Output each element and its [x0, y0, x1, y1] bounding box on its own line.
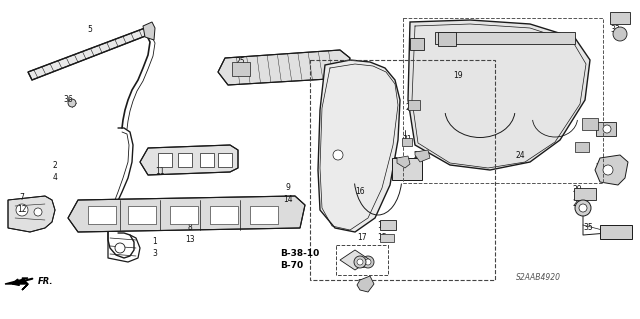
Text: 33: 33 — [610, 26, 620, 34]
Text: 15: 15 — [377, 233, 387, 241]
Circle shape — [579, 204, 587, 212]
Text: 4: 4 — [52, 174, 58, 182]
Text: 28: 28 — [572, 199, 582, 209]
Text: 3: 3 — [152, 249, 157, 257]
Bar — [596, 122, 616, 136]
Text: 6: 6 — [166, 155, 170, 165]
Text: 24: 24 — [515, 151, 525, 160]
Bar — [610, 12, 630, 24]
Bar — [575, 142, 589, 152]
Text: 21: 21 — [405, 103, 415, 113]
Polygon shape — [318, 60, 400, 232]
Circle shape — [357, 259, 363, 265]
Circle shape — [354, 256, 366, 268]
Text: 31: 31 — [402, 136, 412, 145]
Text: 9: 9 — [285, 183, 291, 192]
Text: 16: 16 — [355, 188, 365, 197]
Circle shape — [613, 27, 627, 41]
Text: 34: 34 — [405, 174, 415, 182]
Bar — [310, 60, 495, 280]
Bar — [600, 225, 632, 239]
Bar — [574, 188, 596, 200]
Polygon shape — [140, 145, 238, 175]
Text: 22: 22 — [595, 164, 605, 173]
Text: 14: 14 — [283, 196, 293, 204]
Bar — [218, 153, 232, 167]
Text: 20: 20 — [435, 33, 445, 42]
Circle shape — [575, 200, 591, 216]
Bar — [408, 100, 420, 110]
Bar — [250, 206, 278, 224]
Bar — [200, 153, 214, 167]
Bar — [403, 18, 603, 183]
Text: 32: 32 — [610, 13, 620, 23]
Bar — [380, 234, 394, 242]
Polygon shape — [5, 278, 28, 290]
Polygon shape — [8, 196, 55, 232]
Text: B-70: B-70 — [280, 262, 303, 271]
Text: 30: 30 — [357, 279, 367, 288]
Bar — [128, 206, 156, 224]
Text: 23: 23 — [593, 123, 603, 132]
Circle shape — [115, 243, 125, 253]
Polygon shape — [28, 28, 148, 80]
Circle shape — [68, 99, 76, 107]
Text: 8: 8 — [188, 224, 193, 233]
Text: 18: 18 — [410, 41, 420, 49]
Text: 36: 36 — [63, 95, 73, 105]
Bar — [582, 118, 598, 130]
Polygon shape — [340, 250, 370, 270]
Bar — [88, 206, 116, 224]
Text: 12: 12 — [17, 205, 27, 214]
Text: 27: 27 — [413, 151, 423, 160]
Bar — [158, 153, 172, 167]
Text: 35: 35 — [583, 224, 593, 233]
Text: 19: 19 — [453, 70, 463, 79]
Circle shape — [362, 256, 374, 268]
Polygon shape — [143, 22, 155, 40]
Bar — [210, 206, 238, 224]
Bar — [435, 32, 575, 44]
Circle shape — [365, 259, 371, 265]
Text: 17: 17 — [357, 234, 367, 242]
Circle shape — [34, 208, 42, 216]
Text: 1: 1 — [152, 238, 157, 247]
Text: FR.: FR. — [38, 278, 54, 286]
Polygon shape — [415, 150, 430, 162]
Bar — [178, 153, 192, 167]
Bar — [232, 62, 250, 76]
Text: 11: 11 — [156, 167, 164, 176]
Circle shape — [16, 204, 28, 216]
Text: 25: 25 — [235, 57, 245, 66]
Polygon shape — [68, 196, 305, 232]
Text: 29: 29 — [572, 186, 582, 195]
Circle shape — [333, 150, 343, 160]
Text: 13: 13 — [185, 235, 195, 244]
Polygon shape — [357, 276, 374, 292]
Bar — [170, 206, 198, 224]
Polygon shape — [595, 155, 628, 185]
Polygon shape — [218, 50, 350, 85]
Bar — [438, 32, 456, 46]
Text: 26: 26 — [393, 158, 403, 167]
Bar — [402, 138, 412, 146]
Text: S2AAB4920: S2AAB4920 — [515, 273, 561, 283]
Text: B-38-10: B-38-10 — [280, 249, 319, 258]
Bar — [380, 220, 396, 230]
Text: 7: 7 — [20, 194, 24, 203]
Text: 5: 5 — [88, 26, 92, 34]
Bar — [410, 38, 424, 50]
Text: 37: 37 — [360, 261, 370, 270]
Polygon shape — [397, 156, 410, 168]
Bar — [336, 245, 388, 275]
Text: 10: 10 — [377, 220, 387, 229]
Circle shape — [603, 165, 613, 175]
Circle shape — [603, 125, 611, 133]
Polygon shape — [408, 20, 590, 170]
Bar — [392, 158, 422, 180]
Text: 2: 2 — [52, 160, 58, 169]
